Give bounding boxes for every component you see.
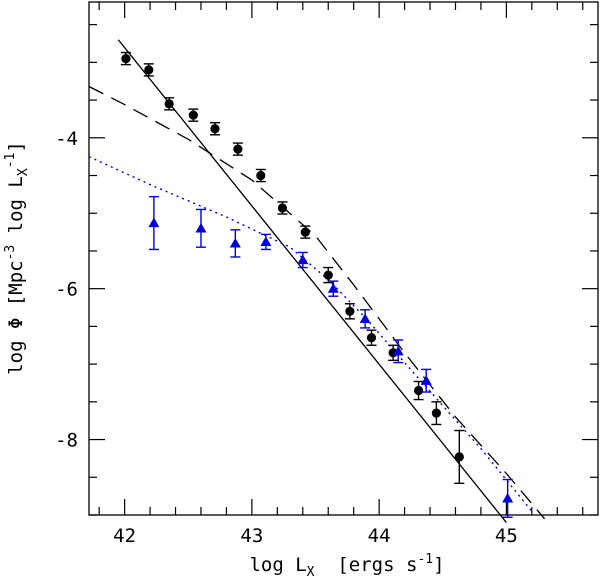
circle-marker — [454, 452, 464, 462]
circle-marker — [233, 144, 243, 154]
triangle-marker — [297, 254, 309, 265]
blue-data-point — [359, 309, 371, 329]
triangle-marker — [327, 283, 339, 293]
y-tick-label: -8 — [55, 430, 78, 452]
axis-ticks — [89, 2, 598, 516]
triangle-marker — [420, 375, 432, 385]
black-data-point — [232, 142, 243, 156]
blue-data-point — [148, 195, 160, 251]
x-tick-label: 42 — [113, 525, 136, 547]
circle-marker — [144, 65, 154, 75]
dashed-model-curve — [88, 85, 546, 520]
blue-data-point — [420, 368, 432, 393]
solid-model-curve — [117, 39, 507, 523]
triangle-marker — [392, 345, 404, 356]
x-tick-label: 43 — [240, 525, 263, 547]
triangle-marker — [359, 313, 371, 323]
black-data-point — [300, 225, 311, 239]
dotted-model-curve — [88, 156, 533, 512]
circle-marker — [345, 306, 355, 316]
black-data-point — [277, 201, 288, 215]
triangle-marker — [502, 492, 514, 503]
plot-frame — [88, 1, 599, 516]
circle-marker — [256, 170, 266, 181]
circle-marker — [188, 110, 198, 120]
blue-data-point — [229, 229, 241, 258]
black-data-point — [323, 266, 334, 284]
triangle-marker — [260, 236, 272, 247]
y-tick-labels: -4 -6 -8 — [55, 128, 78, 452]
blue-data-point — [260, 233, 272, 251]
black-data-point — [120, 51, 131, 66]
model-curves — [88, 39, 546, 523]
black-data-point — [431, 401, 442, 426]
circle-marker — [277, 203, 288, 213]
black-data-point — [255, 168, 266, 183]
black-data-point — [164, 97, 175, 111]
blue-data-point — [195, 208, 207, 248]
black-data-point — [344, 303, 355, 320]
black-data-point — [366, 329, 377, 346]
black-data-point — [454, 429, 465, 485]
blue-data-point — [327, 280, 339, 297]
data-points — [120, 51, 514, 518]
circle-marker — [164, 99, 174, 109]
black-data-point — [209, 122, 220, 136]
black-data-point — [143, 63, 154, 77]
y-tick-label: -4 — [55, 128, 78, 150]
triangle-marker — [195, 222, 207, 233]
y-tick-label: -6 — [55, 279, 78, 301]
x-tick-label: 44 — [368, 525, 391, 547]
black-data-point — [413, 380, 424, 401]
blue-data-point — [392, 339, 404, 364]
triangle-marker — [229, 237, 241, 248]
circle-marker — [300, 227, 310, 237]
triangle-marker — [148, 217, 160, 228]
x-tick-labels: 42 43 44 45 — [113, 525, 518, 547]
circle-marker — [323, 270, 333, 280]
circle-marker — [121, 53, 131, 64]
y-axis-title: log Φ [Mpc-3 log LX-1] — [3, 141, 31, 375]
circle-marker — [431, 408, 441, 418]
circle-marker — [366, 333, 377, 343]
circle-marker — [413, 385, 424, 396]
black-data-point — [188, 108, 199, 122]
blue-data-point — [297, 251, 309, 269]
blue-data-point — [502, 478, 514, 518]
circle-marker — [210, 124, 220, 134]
x-tick-label: 45 — [495, 525, 518, 547]
x-axis-title: log LX [ergs s-1] — [249, 552, 444, 579]
